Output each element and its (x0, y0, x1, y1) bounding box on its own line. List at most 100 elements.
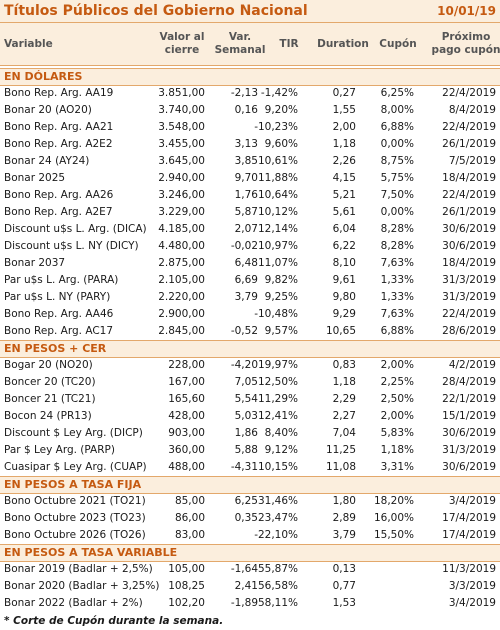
bond-name: Bogar 20 (NO20) (4, 359, 93, 371)
cell: 12,14% (257, 223, 298, 235)
cell: 488,00 (168, 461, 205, 473)
bond-name: Discount $ Ley Arg. (DICP) (4, 427, 143, 439)
cell: 9,12% (264, 444, 298, 456)
cell: 10,64% (257, 189, 298, 201)
cell: 31/3/2019 (442, 291, 496, 303)
bond-name: Bonar 24 (AY24) (4, 155, 90, 167)
cell: 11,08 (325, 461, 356, 473)
cell: 31/3/2019 (442, 274, 496, 286)
cell: 4,15 (332, 172, 356, 184)
bond-name: Bonar 20 (AO20) (4, 104, 92, 116)
cell: 9,60% (264, 138, 298, 150)
column-header: Duration (317, 38, 369, 50)
cell: 903,00 (168, 427, 205, 439)
bond-name: Bono Rep. Arg. AA26 (4, 189, 114, 201)
section-title: EN PESOS + CER (4, 342, 107, 355)
cell: 3.229,00 (158, 206, 205, 218)
cell: 4.480,00 (158, 240, 205, 252)
cell: 6,22 (332, 240, 356, 252)
cell: 10,61% (257, 155, 298, 167)
cell: 3,31% (380, 461, 414, 473)
cell: 9,29 (332, 308, 356, 320)
cell: 11,29% (257, 393, 298, 405)
cell: 18,20% (373, 495, 414, 507)
bond-name: Bonar 2037 (4, 257, 66, 269)
cell: 18/4/2019 (442, 172, 496, 184)
cell: 0,16 (234, 104, 258, 116)
section-bar (0, 544, 500, 562)
cell: 11,88% (257, 172, 298, 184)
cell: 7/5/2019 (448, 155, 496, 167)
cell: 0,77 (332, 580, 356, 592)
cell: - (254, 529, 258, 541)
bond-name: Cuasipar $ Ley Arg. (CUAP) (4, 461, 147, 473)
cell: 1,86 (234, 427, 258, 439)
cell: 1,55 (332, 104, 356, 116)
cell: 15,50% (373, 529, 414, 541)
cell: 2,26 (332, 155, 356, 167)
bond-name: Par u$s L. NY (PARY) (4, 291, 111, 303)
column-header: Próximo (441, 31, 491, 43)
cell: 2,00% (380, 359, 414, 371)
cell: 26/1/2019 (442, 206, 496, 218)
cell: -2,13 (230, 87, 258, 99)
cell: 22,10% (257, 529, 298, 541)
cell: 2.220,00 (158, 291, 205, 303)
cell: 3.246,00 (158, 189, 205, 201)
cell: 9,82% (264, 274, 298, 286)
cell: 2,89 (332, 512, 356, 524)
cell: 28/4/2019 (442, 376, 496, 388)
cell: 5,75% (380, 172, 414, 184)
cell: 2,41 (234, 580, 258, 592)
cell: 7,63% (380, 257, 414, 269)
cell: 28/6/2019 (442, 325, 496, 337)
cell: 2,25% (380, 376, 414, 388)
cell: 9,80 (332, 291, 356, 303)
cell: 3/4/2019 (448, 597, 496, 609)
cell: 11/3/2019 (442, 563, 496, 575)
cell: 22/4/2019 (442, 87, 496, 99)
cell: 10,12% (257, 206, 298, 218)
section-bar (0, 68, 500, 86)
cell: 22/1/2019 (442, 393, 496, 405)
bond-name: Bono Rep. Arg. AA19 (4, 87, 114, 99)
cell: 2.105,00 (158, 274, 205, 286)
cell: 5,83% (380, 427, 414, 439)
cell: 8/4/2019 (448, 104, 496, 116)
bond-name: Bocon 24 (PR13) (4, 410, 92, 422)
cell: 26/1/2019 (442, 138, 496, 150)
cell: 22/4/2019 (442, 189, 496, 201)
bond-name: Bono Rep. Arg. AA21 (4, 121, 114, 133)
bond-name: Discount u$s L. Arg. (DICA) (4, 223, 147, 235)
cell: 10,97% (257, 240, 298, 252)
cell: 428,00 (168, 410, 205, 422)
cell: 8,10 (332, 257, 356, 269)
cell: 10,65 (325, 325, 356, 337)
bond-name: Par u$s L. Arg. (PARA) (4, 274, 119, 286)
column-header: Semanal (214, 44, 266, 56)
cell: 2.900,00 (158, 308, 205, 320)
bond-name: Bono Rep. Arg. AA46 (4, 308, 114, 320)
cell: 17/4/2019 (442, 529, 496, 541)
cell: 7,63% (380, 308, 414, 320)
cell: 11,25 (325, 444, 356, 456)
cell: 10,23% (257, 121, 298, 133)
cell: 2.940,00 (158, 172, 205, 184)
cell: 5,87 (234, 206, 258, 218)
cell: 8,40% (264, 427, 298, 439)
footnote: * Corte de Cupón durante la semana. (4, 615, 224, 627)
column-header: pago cupón (431, 44, 500, 56)
cell: 55,87% (257, 563, 298, 575)
cell: 5,03 (234, 410, 258, 422)
cell: 6,04 (332, 223, 356, 235)
date: 10/01/19 (437, 4, 496, 18)
bond-name: Bonar 2020 (Badlar + 3,25%) (4, 580, 160, 592)
cell: -4,20 (230, 359, 258, 371)
cell: 0,00% (380, 138, 414, 150)
cell: 3/3/2019 (448, 580, 496, 592)
cell: 360,00 (168, 444, 205, 456)
cell: 8,75% (380, 155, 414, 167)
bond-name: Bono Rep. Arg. A2E7 (4, 206, 113, 218)
cell: 5,88 (234, 444, 258, 456)
